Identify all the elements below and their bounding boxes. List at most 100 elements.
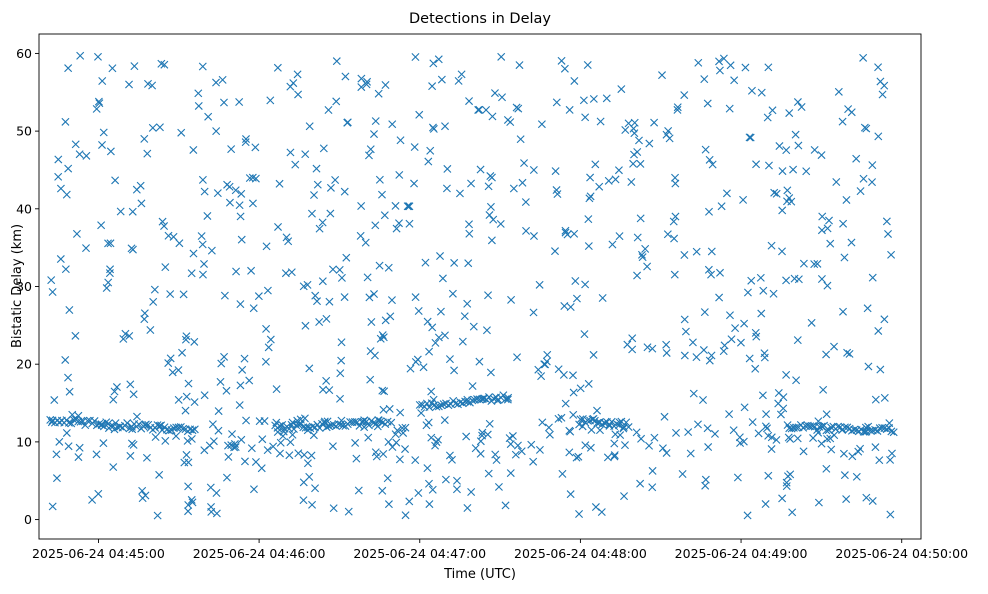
data-point (715, 66, 724, 75)
data-point (584, 379, 593, 388)
data-point (884, 229, 893, 238)
data-point (146, 326, 155, 334)
data-point (572, 294, 581, 303)
data-point (322, 314, 331, 323)
data-point (168, 368, 177, 377)
data-point (200, 391, 209, 400)
data-point (336, 369, 345, 378)
data-point (184, 482, 193, 491)
data-point (552, 98, 561, 107)
data-point (214, 407, 223, 416)
data-point (391, 201, 400, 210)
data-point (810, 260, 819, 269)
data-point (840, 471, 849, 480)
data-point (75, 443, 84, 452)
data-point (378, 486, 387, 495)
data-point (65, 305, 74, 314)
data-point (529, 308, 538, 317)
data-point (437, 75, 446, 84)
data-point (415, 110, 424, 119)
data-point (887, 449, 896, 458)
data-point (318, 385, 327, 394)
data-point (619, 424, 628, 433)
data-point (439, 400, 448, 409)
data-point (332, 57, 341, 66)
data-point (121, 329, 130, 338)
data-point (287, 268, 296, 277)
data-point (445, 451, 454, 460)
data-point (403, 202, 412, 211)
data-point (305, 122, 314, 131)
data-point (680, 250, 689, 259)
data-point (292, 421, 301, 430)
data-point (235, 401, 244, 410)
data-point (778, 206, 787, 215)
data-point (224, 452, 233, 461)
data-point (852, 472, 861, 481)
data-point (106, 239, 115, 248)
data-point (209, 437, 218, 446)
data-point (591, 503, 600, 512)
data-point (887, 427, 896, 436)
data-point (116, 207, 125, 216)
data-point (842, 495, 851, 504)
data-point (856, 187, 865, 196)
data-point (417, 409, 426, 418)
data-point (886, 455, 895, 464)
data-point (576, 415, 585, 424)
data-point (436, 252, 445, 261)
data-point (561, 226, 570, 235)
data-point (309, 431, 318, 440)
data-point (784, 433, 793, 442)
data-point (600, 419, 609, 428)
data-point (442, 184, 451, 193)
data-point (641, 244, 650, 253)
data-point (232, 267, 241, 276)
data-point (274, 222, 283, 231)
data-point (782, 478, 791, 487)
data-point (376, 417, 385, 426)
data-point (705, 356, 714, 365)
data-point (109, 395, 118, 404)
data-point (443, 164, 452, 173)
data-point (56, 255, 65, 264)
data-point (629, 159, 638, 168)
data-point (155, 123, 164, 132)
y-axis: 0 10 20 30 40 50 60 (16, 46, 39, 527)
data-point (384, 263, 393, 272)
data-point (751, 364, 760, 373)
data-point (452, 485, 461, 494)
data-point (672, 428, 681, 437)
data-point (48, 502, 57, 511)
data-point (817, 439, 826, 448)
data-point (310, 191, 319, 200)
data-point (633, 148, 642, 156)
data-point (293, 70, 302, 79)
data-point (595, 182, 604, 191)
data-point (643, 343, 652, 352)
data-point (529, 166, 538, 174)
data-point (560, 64, 569, 73)
data-point (291, 160, 300, 169)
data-point (231, 443, 240, 452)
data-point (235, 201, 244, 210)
data-point (225, 198, 234, 207)
data-point (141, 491, 150, 500)
data-point (757, 88, 766, 97)
data-point (499, 391, 508, 400)
data-point (427, 387, 436, 396)
data-point (432, 402, 441, 411)
data-point (129, 440, 138, 449)
data-point (810, 145, 819, 154)
data-point (739, 195, 748, 204)
data-point (537, 372, 546, 381)
data-point (92, 450, 101, 459)
data-point (142, 453, 151, 462)
data-point (428, 82, 437, 91)
data-point (337, 273, 346, 282)
data-point (184, 500, 193, 509)
data-point (220, 291, 229, 300)
data-point (216, 377, 225, 386)
data-point (876, 77, 885, 86)
